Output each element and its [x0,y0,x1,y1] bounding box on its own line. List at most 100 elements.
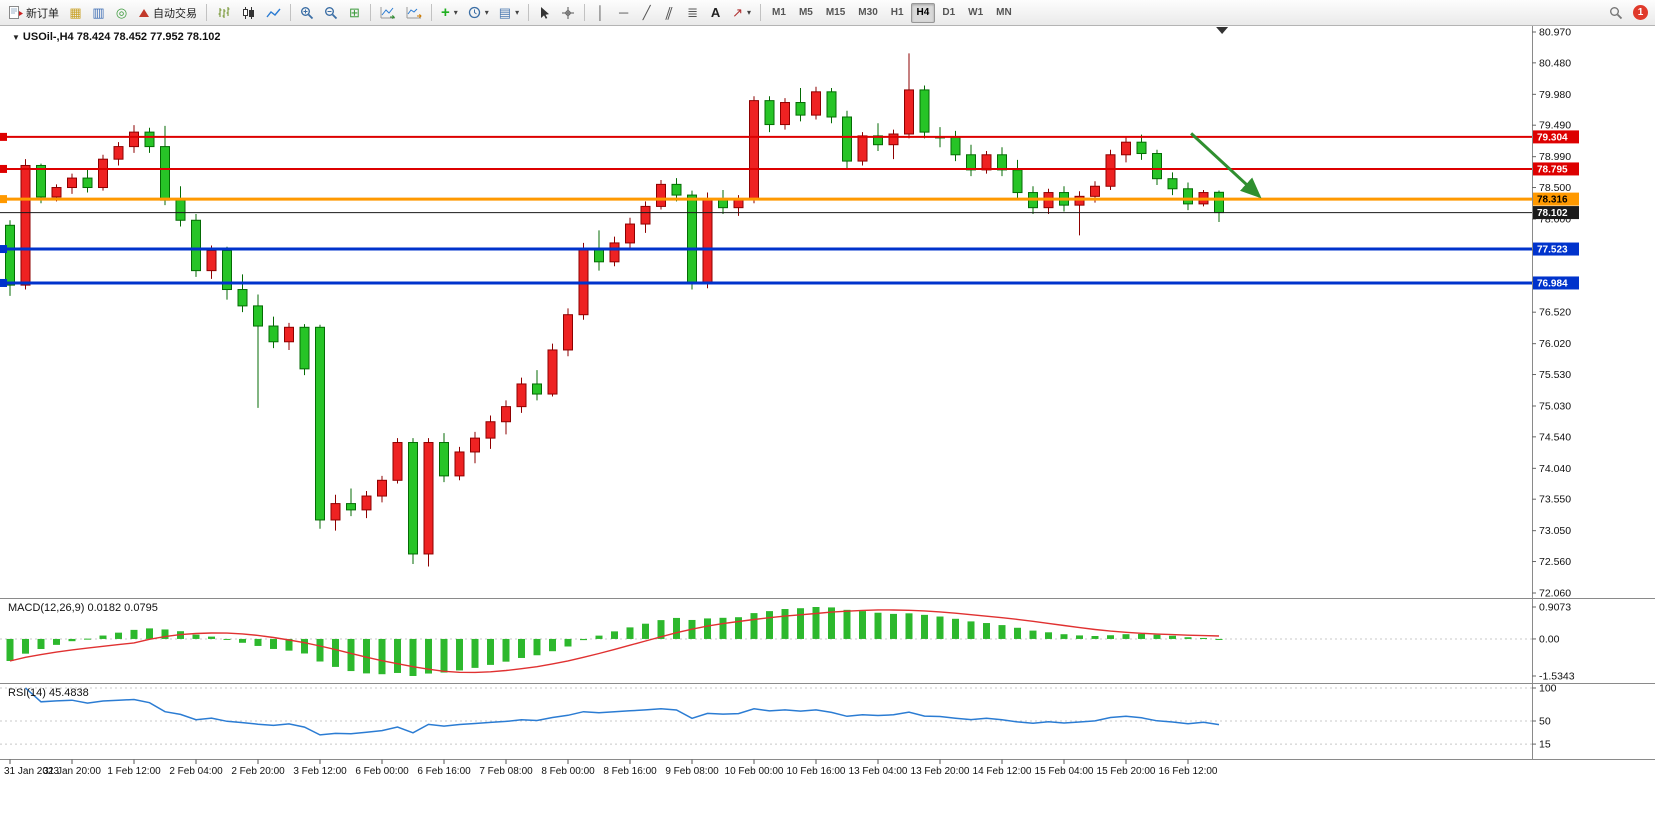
trend-arrow-annotation[interactable] [1190,132,1262,199]
price-axis-tick: 76.020 [1539,338,1571,350]
candle-body [1152,153,1162,180]
candle-body [950,136,961,156]
bar-chart-button[interactable] [212,2,235,23]
vertical-line-icon: │ [596,5,605,20]
macd-histogram-bar [967,621,975,639]
candle-body [516,383,527,408]
svg-text:78.795: 78.795 [1537,164,1568,175]
candle-body [82,177,93,189]
crosshair-icon [562,6,575,19]
arrows-tool-icon: ↗ [732,5,744,20]
price-axis[interactable] [1532,26,1655,759]
text-tool-button[interactable]: A [705,2,726,23]
candle-body [175,199,186,221]
horizontal-line-icon: ─ [619,5,629,20]
candle-body [842,116,852,162]
zoom-out-button[interactable] [320,2,342,23]
auto-scroll-button[interactable] [376,2,400,23]
tile-windows-icon: ⊞ [349,5,360,20]
macd-axis-tick: 0.9073 [1539,602,1571,614]
macd-histogram-bar [487,638,494,665]
macd-histogram-bar [750,613,758,639]
zoom-in-button[interactable] [296,2,318,23]
candle-body [268,325,279,343]
macd-histogram-bar [626,627,634,639]
timeframe-button-h4[interactable]: H4 [910,2,936,23]
macd-histogram-bar [146,628,153,639]
macd-histogram-bar [99,635,107,639]
left-price-tag [0,132,7,141]
chart-shift-button[interactable] [402,2,426,23]
vertical-line-tool-button[interactable]: │ [590,2,611,23]
fibonacci-tool-button[interactable]: ≣ [682,2,703,23]
new-order-button[interactable]: 新订单 [5,2,63,23]
candle-body [5,224,15,286]
macd-histogram-bar [223,638,231,640]
symbols-button[interactable]: ▦ [65,2,86,23]
notification-badge[interactable]: 1 [1633,5,1648,20]
trendline-tool-button[interactable]: ╱ [636,2,657,23]
macd-histogram-bar [192,634,200,639]
timeframe-button-d1[interactable]: D1 [936,3,961,23]
search-button[interactable] [1605,2,1627,23]
macd-histogram-bar [952,618,959,639]
auto-trading-button[interactable]: 自动交易 [134,2,201,23]
candle-body [485,421,496,439]
macd-histogram-bar [301,638,308,654]
candlestick-chart-button[interactable] [237,2,260,23]
new-order-icon [9,6,23,19]
left-price-tag [0,164,7,173]
price-axis-tick: 79.490 [1539,120,1571,132]
timeframe-button-m5[interactable]: M5 [793,3,819,23]
horizontal-line-tool-button[interactable]: ─ [613,2,634,23]
price-axis-tick: 74.540 [1539,431,1571,443]
price-badge [1533,162,1579,176]
macd-histogram-bar [394,638,401,673]
timeframe-button-m15[interactable]: M15 [820,3,851,23]
candle-body [640,205,651,225]
price-chart-canvas[interactable]: 80.97080.48079.98079.49078.99078.50078.0… [0,26,1655,828]
navigator-button[interactable]: ◎ [111,2,132,23]
candle-body [1121,141,1131,156]
rsi-axis-tick: 50 [1539,716,1551,728]
timeframe-button-m30[interactable]: M30 [852,3,883,23]
periods-button[interactable]: ▾ [464,2,493,23]
channel-tool-button[interactable]: ∥ [659,2,680,23]
candle-body [656,183,666,207]
crosshair-button[interactable] [557,2,579,23]
candle-body [1183,188,1193,205]
bar-chart-icon [218,6,230,18]
candle-body [547,349,558,395]
macd-histogram-bar [611,631,618,639]
candle-body [780,102,790,126]
price-axis-tick: 75.530 [1539,369,1571,381]
macd-histogram-bar [1215,638,1223,640]
toolbar-separator [370,4,371,21]
main-toolbar: 新订单 ▦ ▥ ◎ 自动交易 [0,0,1655,26]
cursor-button[interactable] [534,2,555,23]
timeframe-button-m1[interactable]: M1 [766,3,792,23]
macd-histogram-bar [1060,634,1068,639]
price-axis-tick: 73.050 [1539,525,1571,537]
price-badge [1533,192,1579,206]
macd-histogram-bar [998,625,1006,639]
market-watch-button[interactable]: ▥ [88,2,109,23]
candle-body [237,289,248,307]
tile-windows-button[interactable]: ⊞ [344,2,365,23]
time-axis[interactable] [0,759,1532,785]
chart-shift-marker[interactable] [1216,27,1229,34]
indicators-button[interactable]: + ▾ [437,2,462,23]
candle-body [377,479,387,497]
macd-histogram-bar [936,616,944,639]
time-axis-label: 13 Feb 20:00 [911,766,970,777]
timeframe-button-mn[interactable]: MN [990,3,1018,23]
timeframe-button-w1[interactable]: W1 [962,3,989,23]
text-tool-icon: A [710,5,721,20]
line-chart-button[interactable] [262,2,285,23]
toolbar-separator [584,4,586,21]
svg-text:78.102: 78.102 [1537,208,1568,219]
arrows-tool-button[interactable]: ↗ ▾ [728,2,755,23]
templates-button[interactable]: ▤ ▾ [495,2,523,23]
chart-window[interactable]: 80.97080.48079.98079.49078.99078.50078.0… [0,26,1655,828]
timeframe-button-h1[interactable]: H1 [885,3,910,23]
